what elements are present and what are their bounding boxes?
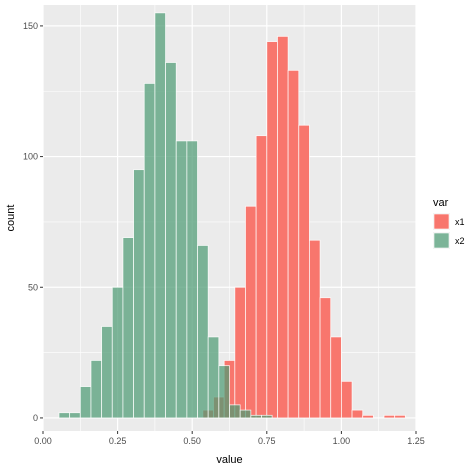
bar-x1 bbox=[277, 35, 289, 419]
bar-x1 bbox=[330, 336, 342, 419]
bar-x1 bbox=[341, 380, 353, 419]
x-axis-title: value bbox=[216, 454, 242, 466]
bar-x1 bbox=[309, 239, 321, 419]
x-tick-label: 1.25 bbox=[407, 436, 425, 446]
bar-x2 bbox=[186, 140, 198, 419]
series-x2 bbox=[58, 12, 273, 419]
bar-x2 bbox=[175, 140, 188, 419]
bar-x1 bbox=[351, 409, 364, 419]
y-tick-label: 50 bbox=[28, 282, 38, 292]
bar-x1 bbox=[383, 414, 396, 419]
bar-x2 bbox=[58, 412, 71, 419]
bar-x2 bbox=[207, 336, 220, 419]
bar-x2 bbox=[261, 414, 273, 419]
x-tick-label: 0.75 bbox=[258, 436, 276, 446]
bar-x2 bbox=[165, 62, 177, 419]
bar-x2 bbox=[197, 245, 209, 419]
bar-x1 bbox=[245, 205, 257, 419]
x-tick-label: 0.50 bbox=[183, 436, 201, 446]
x-tick-label: 0.00 bbox=[34, 436, 52, 446]
bar-x2 bbox=[133, 169, 145, 419]
bar-x2 bbox=[101, 326, 113, 419]
y-axis-title: count bbox=[5, 205, 17, 232]
histogram-bars bbox=[58, 12, 406, 419]
bar-x2 bbox=[122, 237, 134, 419]
legend-label-x1: x1 bbox=[455, 217, 465, 227]
y-axis-ticks: 0 50 100 150 bbox=[23, 21, 43, 423]
bar-x1 bbox=[287, 69, 300, 419]
legend-swatch-x2 bbox=[433, 232, 450, 249]
bar-x2 bbox=[69, 412, 81, 419]
bar-x1 bbox=[234, 286, 246, 419]
bar-x2 bbox=[239, 409, 252, 419]
legend-title: var bbox=[433, 197, 449, 209]
bar-x2 bbox=[154, 12, 166, 419]
bar-x2 bbox=[229, 404, 241, 419]
bar-x1 bbox=[298, 124, 310, 419]
legend: var x1 x2 bbox=[433, 197, 465, 249]
bar-x1 bbox=[394, 414, 406, 419]
bar-x1 bbox=[362, 414, 374, 419]
legend-label-x2: x2 bbox=[455, 236, 465, 246]
x-tick-label: 1.00 bbox=[333, 436, 351, 446]
x-axis-ticks: 0.00 0.25 0.50 0.75 1.00 1.25 bbox=[34, 431, 425, 446]
legend-swatch-x1 bbox=[433, 213, 450, 230]
y-tick-label: 150 bbox=[23, 21, 38, 31]
bar-x2 bbox=[111, 286, 124, 419]
bar-x2 bbox=[90, 360, 103, 419]
y-tick-label: 100 bbox=[23, 152, 38, 162]
bar-x2 bbox=[143, 83, 156, 419]
bar-x2 bbox=[79, 386, 92, 419]
y-tick-label: 0 bbox=[33, 413, 38, 423]
bar-x1 bbox=[319, 297, 332, 419]
bar-x2 bbox=[218, 365, 230, 419]
x-tick-label: 0.25 bbox=[109, 436, 127, 446]
bar-x2 bbox=[250, 414, 262, 419]
bar-x1 bbox=[255, 135, 268, 419]
bar-x1 bbox=[266, 41, 278, 419]
